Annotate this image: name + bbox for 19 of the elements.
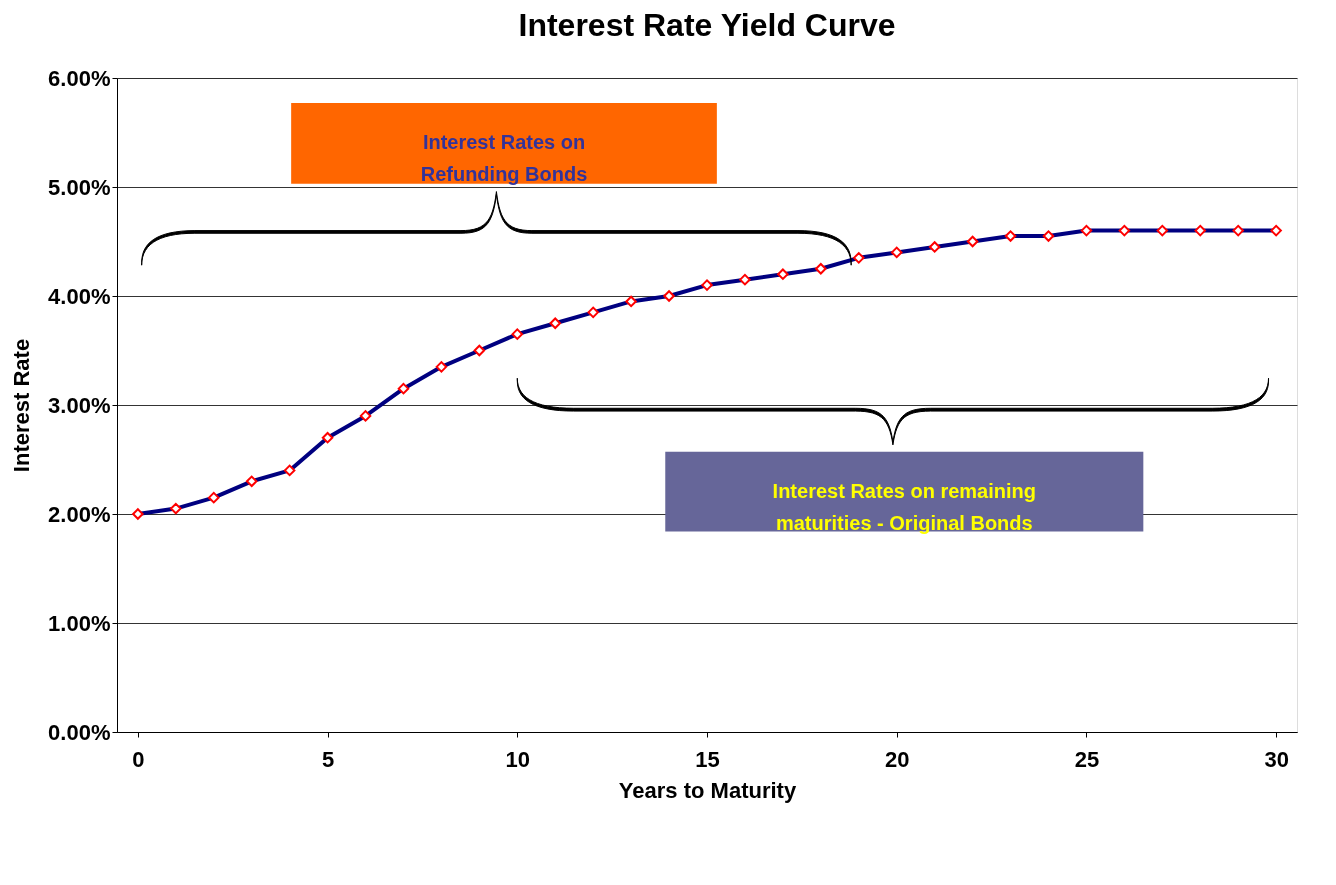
chart-title: Interest Rate Yield Curve (518, 7, 896, 43)
annotation: Interest Rates on remaining maturities - Original Bonds (772, 479, 1036, 534)
y-tick-label: 4.00% (48, 283, 111, 309)
x-tick-label: 25 (1074, 746, 1100, 772)
x-tick-label: 0 (132, 746, 145, 772)
y-tick-label: 6.00% (48, 65, 111, 91)
x-axis-title: Years to Maturity (618, 777, 797, 803)
annotation: Interest Rates on Refunding Bonds (420, 131, 588, 186)
x-tick-label: 10 (505, 746, 531, 772)
y-tick-label: 1.00% (48, 610, 111, 636)
x-tick-label: 5 (321, 746, 335, 772)
y-tick-label: 5.00% (48, 174, 111, 200)
y-tick-label: 0.00% (48, 719, 111, 745)
y-tick-label: 2.00% (48, 501, 111, 527)
x-tick-label: 30 (1264, 746, 1289, 772)
x-tick-label: 20 (884, 746, 910, 772)
y-tick-label: 3.00% (48, 392, 111, 418)
y-axis-title: Interest Rate (9, 338, 35, 473)
x-tick-label: 15 (695, 746, 720, 772)
